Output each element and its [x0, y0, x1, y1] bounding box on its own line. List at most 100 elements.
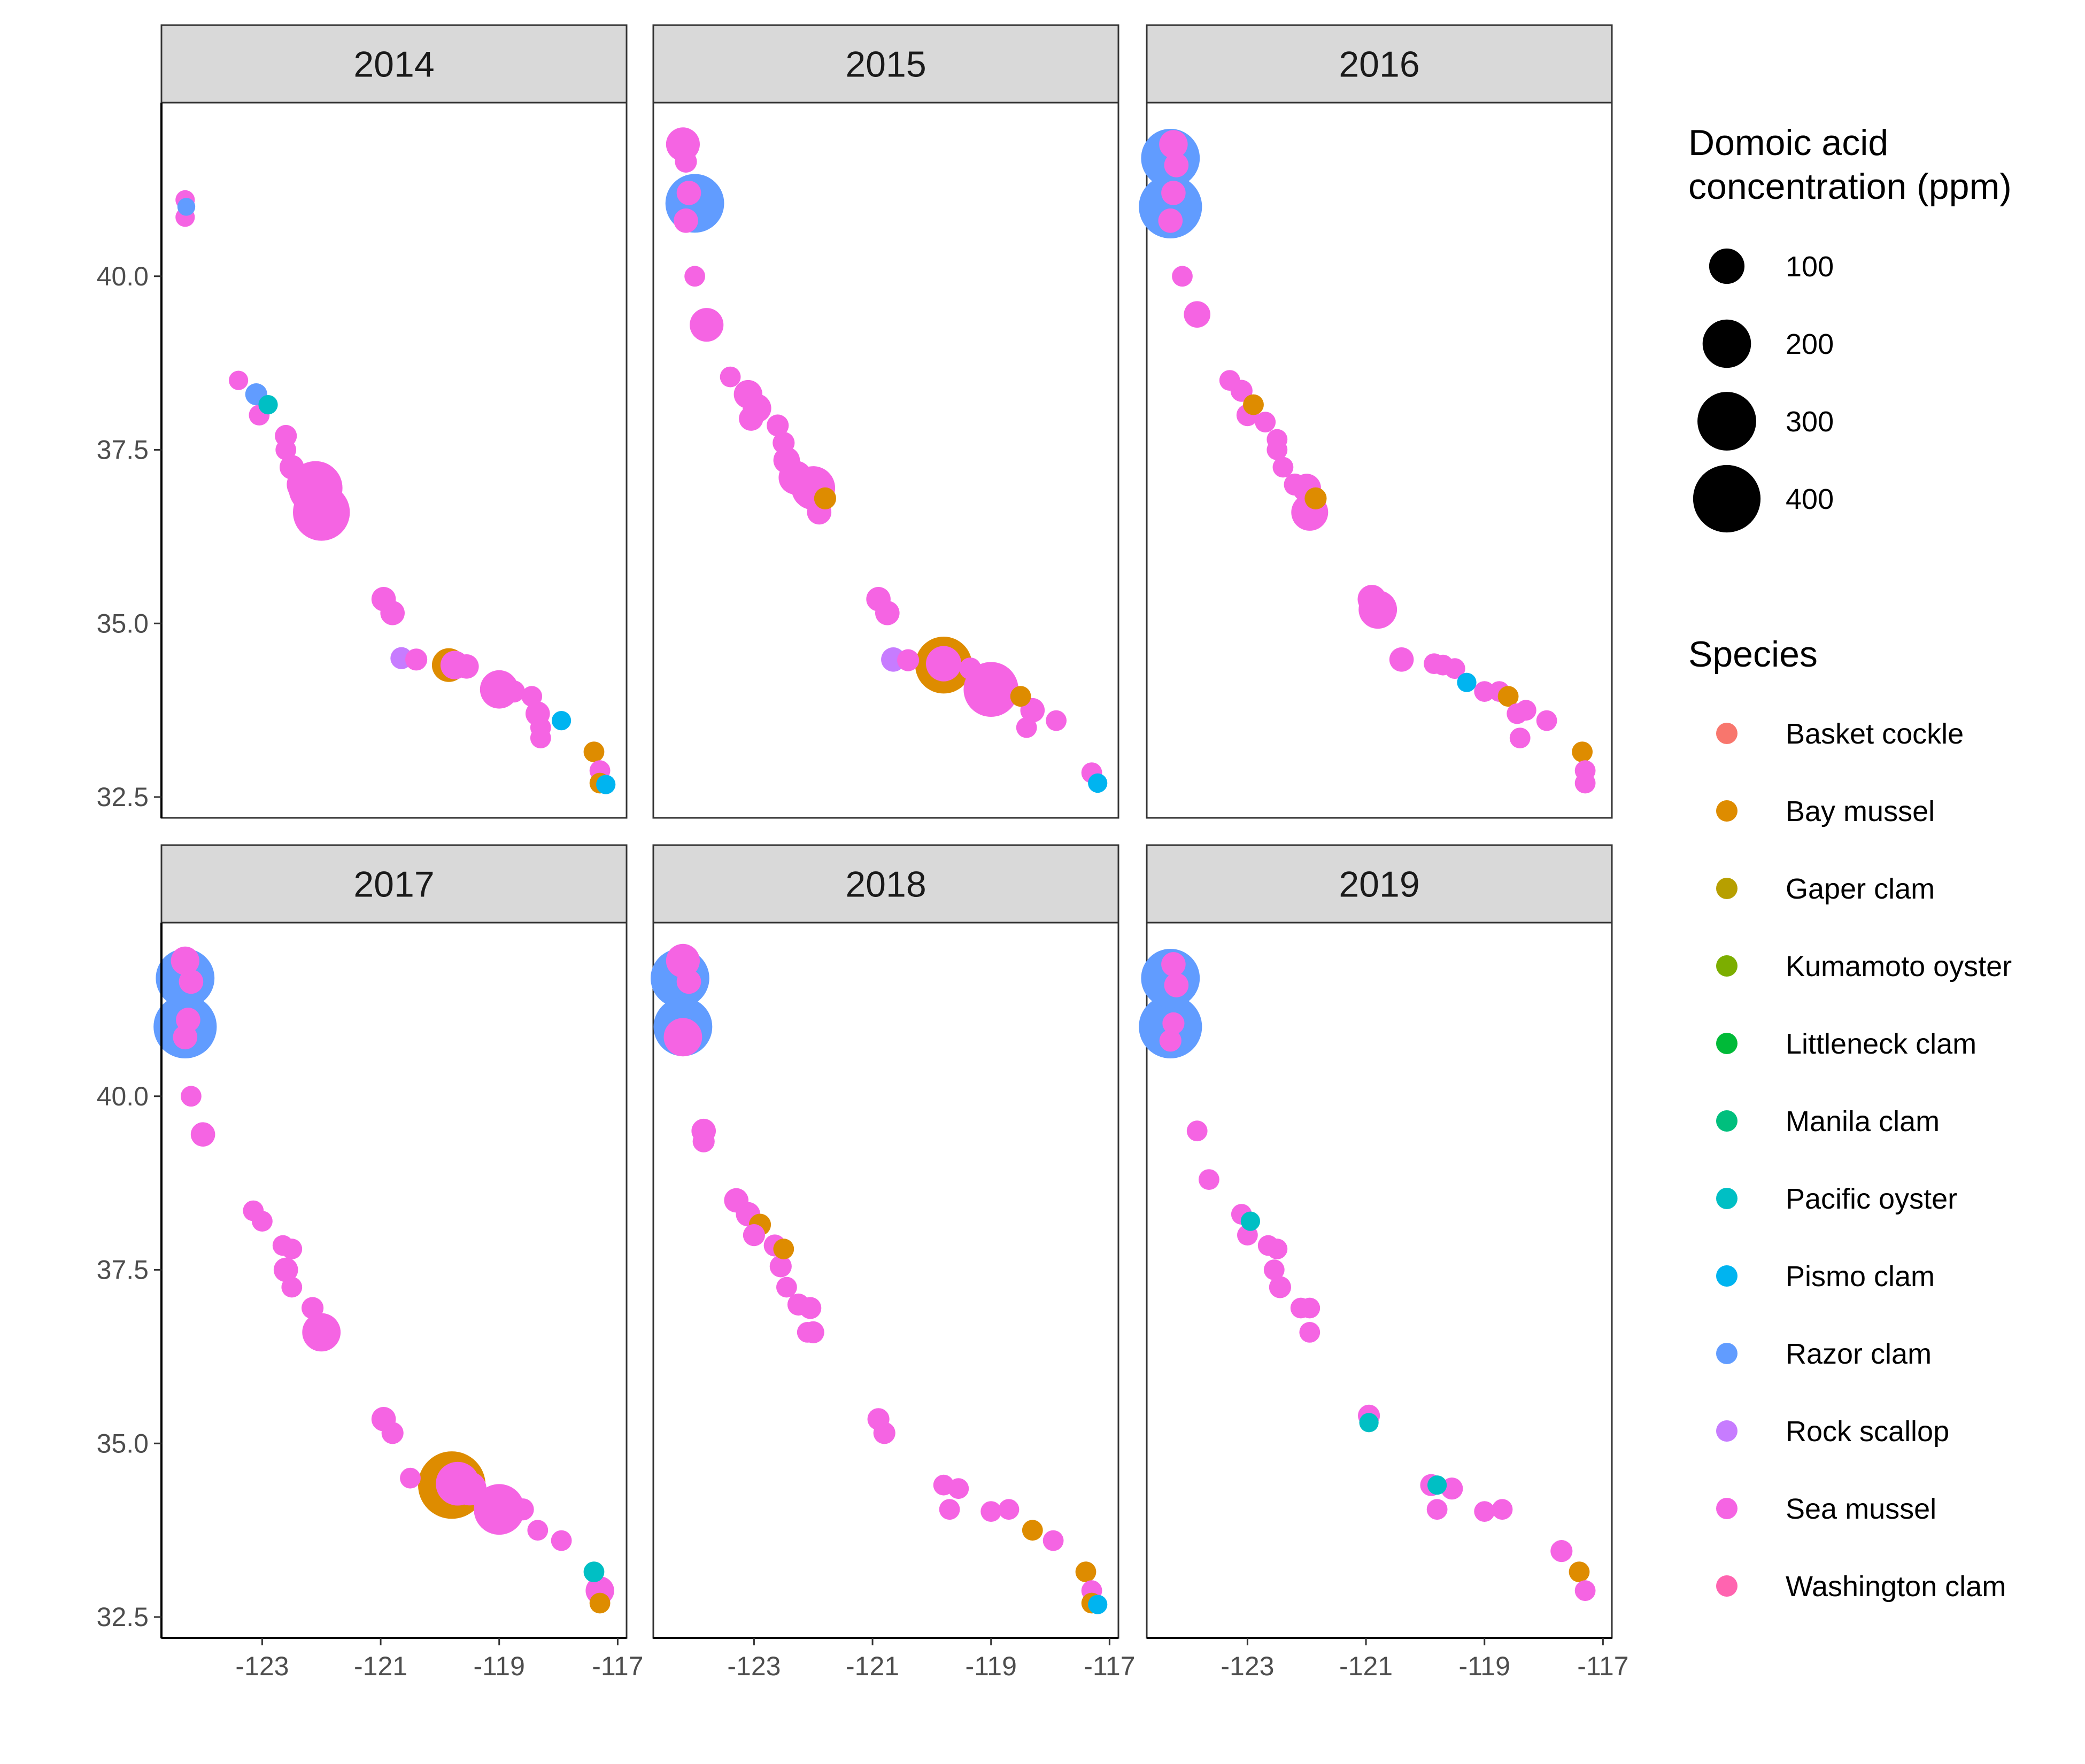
data-point	[1536, 710, 1557, 731]
species-legend-label: Washington clam	[1786, 1570, 2006, 1603]
x-tick-label: -117	[592, 1651, 643, 1681]
data-point	[1304, 487, 1327, 510]
data-point	[596, 775, 616, 794]
species-legend-key	[1716, 1110, 1738, 1132]
data-point	[674, 208, 698, 233]
species-legend-key	[1716, 800, 1738, 822]
data-point	[1088, 1595, 1108, 1614]
data-point	[1550, 1540, 1573, 1562]
data-point	[1162, 1012, 1185, 1034]
data-point	[684, 266, 705, 287]
data-point	[1509, 728, 1531, 748]
data-point	[675, 150, 697, 173]
data-point	[1158, 208, 1183, 233]
data-point	[173, 1025, 198, 1050]
data-point	[1022, 1520, 1043, 1541]
data-point	[1016, 717, 1037, 738]
data-point	[1389, 647, 1414, 672]
species-legend-label: Rock scallop	[1786, 1415, 1949, 1448]
data-point	[474, 1484, 525, 1535]
data-point	[1474, 1501, 1495, 1522]
species-legend-key	[1716, 1343, 1738, 1364]
data-point	[948, 1478, 969, 1499]
data-point	[229, 370, 249, 390]
data-point	[773, 431, 795, 454]
panel-border	[652, 102, 1119, 819]
data-point	[1186, 1120, 1208, 1142]
data-point	[583, 741, 605, 762]
y-tick-label: 32.5	[97, 782, 149, 812]
species-legend-key	[1716, 1188, 1738, 1209]
data-point	[767, 414, 789, 437]
size-legend-label: 400	[1786, 483, 1834, 515]
data-point	[773, 1239, 794, 1259]
y-tick-label: 40.0	[97, 1081, 149, 1111]
size-legend-label: 100	[1786, 251, 1834, 283]
data-point	[551, 1530, 572, 1551]
data-point	[1357, 585, 1386, 614]
panel-border	[160, 102, 628, 819]
data-point	[690, 308, 724, 342]
data-point	[179, 969, 204, 994]
data-point	[1159, 130, 1188, 159]
size-legend-key	[1702, 319, 1751, 368]
size-legend-key	[1693, 465, 1761, 533]
data-point	[454, 654, 479, 679]
species-legend-key	[1716, 1033, 1738, 1054]
size-legend-title: Domoic acid concentration (ppm)	[1688, 122, 2012, 207]
facet-panel-2018: 2018 -123 -121 -119 -117	[651, 844, 1136, 1681]
size-legend-label: 200	[1786, 328, 1834, 360]
data-point	[1075, 1561, 1096, 1583]
species-legend-label: Littleneck clam	[1786, 1028, 1976, 1060]
data-point	[797, 1322, 818, 1343]
data-point	[1427, 1475, 1447, 1495]
data-point	[1267, 439, 1288, 460]
y-tick-label: 35.0	[97, 608, 149, 638]
facet-strip-label: 2017	[353, 864, 434, 905]
data-point	[980, 1501, 1002, 1522]
facet-panel-2016: 2016	[1139, 24, 1613, 819]
facet-strip-label: 2014	[353, 44, 434, 85]
y-tick-label: 37.5	[97, 1255, 149, 1285]
species-legend-key	[1716, 723, 1738, 744]
size-legend: Domoic acid concentration (ppm) 100 200 300…	[1688, 122, 2012, 533]
data-point	[897, 649, 920, 671]
facet-strip	[1146, 24, 1613, 104]
data-point	[530, 728, 551, 748]
species-legend-key	[1716, 1498, 1738, 1519]
data-point	[773, 447, 800, 474]
data-point	[1219, 370, 1240, 391]
data-point	[1164, 973, 1189, 997]
data-point	[1497, 686, 1519, 707]
y-tick-label: 37.5	[97, 435, 149, 465]
data-point	[1161, 181, 1186, 205]
data-point	[503, 680, 526, 703]
data-point	[1492, 1499, 1513, 1520]
species-legend-key	[1716, 1265, 1738, 1287]
data-point	[663, 1018, 702, 1057]
data-point	[1574, 772, 1596, 794]
data-point	[190, 1122, 215, 1147]
species-legend: Species Basket cockle Bay mussel Gaper cla…	[1688, 634, 2012, 1603]
data-point	[875, 601, 900, 625]
data-point	[1042, 1530, 1064, 1551]
facet-strip-label: 2015	[845, 44, 926, 85]
data-point	[959, 657, 982, 680]
y-tick-label: 35.0	[97, 1428, 149, 1458]
data-point	[676, 181, 701, 205]
data-point	[926, 646, 962, 682]
data-point	[739, 406, 763, 431]
data-point	[405, 648, 428, 671]
data-point	[1159, 1030, 1182, 1052]
x-tick-label: -117	[1084, 1651, 1135, 1681]
size-legend-key	[1709, 248, 1745, 284]
data-point	[380, 601, 405, 625]
y-tick-label: 40.0	[97, 261, 149, 291]
x-tick-label: -119	[966, 1651, 1017, 1681]
data-point	[998, 1499, 1020, 1520]
data-point	[1426, 1499, 1448, 1520]
data-point	[1161, 952, 1186, 977]
data-point	[1359, 1413, 1379, 1433]
facet-panel-2015: 2015	[652, 24, 1119, 819]
